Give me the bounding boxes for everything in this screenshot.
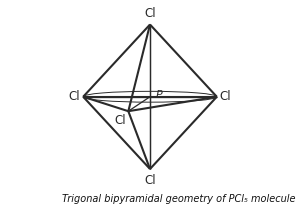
Text: Cl: Cl xyxy=(220,90,231,103)
Text: P: P xyxy=(155,90,162,100)
Text: Cl: Cl xyxy=(144,174,156,186)
Text: Cl: Cl xyxy=(114,114,126,127)
Text: Cl: Cl xyxy=(69,90,80,103)
Text: Cl: Cl xyxy=(144,7,156,20)
Text: Trigonal bipyramidal geometry of PCl₅ molecule: Trigonal bipyramidal geometry of PCl₅ mo… xyxy=(61,194,295,204)
